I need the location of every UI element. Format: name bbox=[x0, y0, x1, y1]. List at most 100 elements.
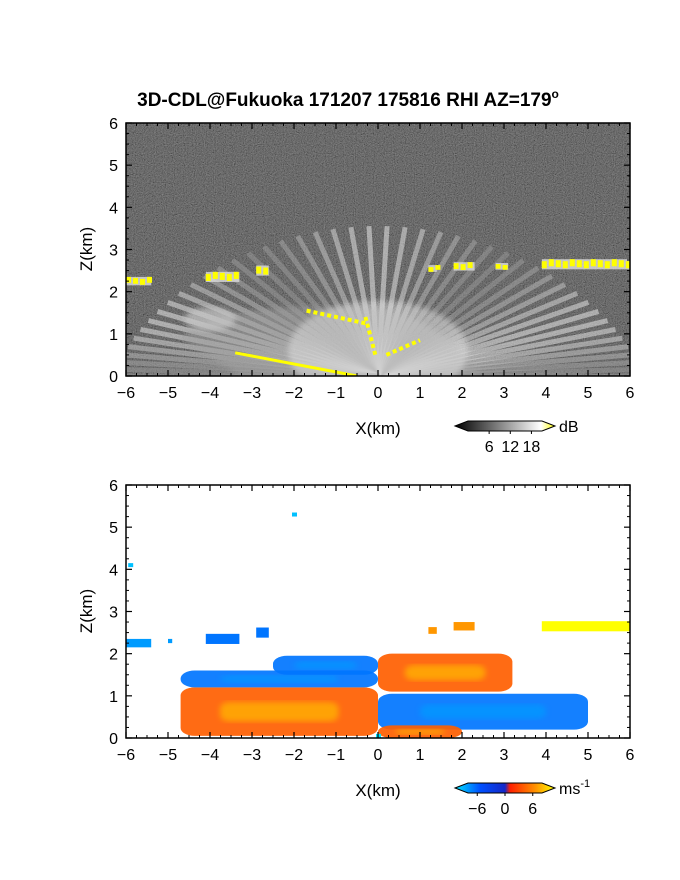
y-tick-label: 1 bbox=[109, 689, 118, 706]
velocity-unit-base: ms bbox=[559, 781, 580, 798]
intensity-colorbar-unit: dB bbox=[559, 419, 579, 436]
x-tick-label: 2 bbox=[458, 747, 467, 764]
cloud-saturated-cell bbox=[569, 259, 575, 267]
velocity-unit-exponent: -1 bbox=[580, 778, 590, 790]
cloud-saturated-cell bbox=[548, 259, 554, 267]
y-tick-label: 5 bbox=[109, 158, 118, 175]
y-tick-label: 5 bbox=[109, 520, 118, 537]
x-tick-label: 2 bbox=[458, 385, 467, 402]
x-tick-label: −5 bbox=[159, 385, 177, 402]
cloud-saturated-cell bbox=[604, 261, 610, 269]
velocity-core bbox=[220, 701, 339, 722]
x-tick-label: −6 bbox=[117, 747, 135, 764]
cloud-saturated-cell bbox=[435, 265, 441, 270]
intensity-colorbar: 6 12 18 dB bbox=[453, 419, 579, 456]
cloud-return bbox=[256, 265, 269, 276]
y-tick-label: 2 bbox=[109, 285, 118, 302]
velocity-core bbox=[420, 704, 546, 719]
velocity-cloud-cell bbox=[126, 638, 152, 648]
y-tick-label: 6 bbox=[109, 478, 118, 495]
velocity-core bbox=[294, 661, 357, 670]
cloud-saturated-cell bbox=[562, 261, 568, 269]
figure-title: 3D-CDL@Fukuoka 171207 175816 RHI AZ=179o bbox=[137, 87, 559, 111]
velocity-plot-area bbox=[126, 485, 630, 738]
x-tick-label: −1 bbox=[327, 747, 345, 764]
velocity-features bbox=[126, 512, 630, 738]
velocity-colorbar: −6 0 6 ms-1 bbox=[453, 778, 590, 818]
cloud-saturated-cell bbox=[467, 262, 473, 269]
y-tick-label: 0 bbox=[109, 731, 118, 748]
x-tick-label: 6 bbox=[626, 747, 635, 764]
cloud-saturated-cell bbox=[147, 276, 152, 283]
cloud-saturated-cell bbox=[611, 259, 617, 267]
saturated-return bbox=[306, 308, 366, 326]
near-field-return bbox=[288, 300, 468, 376]
y-tick-label: 3 bbox=[109, 243, 118, 260]
aerosol-patch bbox=[184, 307, 236, 332]
velocity-core bbox=[394, 729, 446, 735]
cloud-saturated-cell bbox=[583, 261, 589, 269]
cloud-saturated-cell bbox=[126, 276, 131, 283]
velocity-x-axis-label: X(km) bbox=[355, 781, 400, 800]
x-tick-label: −6 bbox=[117, 385, 135, 402]
cloud-saturated-cell bbox=[140, 278, 145, 285]
cloud-saturated-cell bbox=[133, 277, 138, 284]
velocity-axes: −6 −5 −4 −3 −2 −1 0 1 2 3 4 5 6 0 1 2 3 4 5 6 bbox=[109, 478, 634, 764]
x-tick-label: 4 bbox=[542, 747, 551, 764]
velocity-cloud-cell bbox=[541, 621, 630, 632]
cloud-saturated-cell bbox=[502, 264, 508, 270]
colorbar-tick-label: 6 bbox=[485, 439, 494, 456]
cloud-saturated-cell bbox=[428, 267, 434, 272]
cloud-saturated-cell bbox=[219, 272, 225, 280]
velocity-colorbar-bar bbox=[453, 782, 557, 794]
cloud-saturated-cell bbox=[453, 263, 459, 270]
saturated-return bbox=[385, 338, 421, 357]
cloud-return bbox=[126, 276, 152, 286]
y-tick-label: 6 bbox=[109, 116, 118, 133]
x-tick-label: 1 bbox=[416, 747, 425, 764]
degree-superscript: o bbox=[552, 87, 559, 101]
x-tick-label: 0 bbox=[374, 747, 383, 764]
intensity-colorbar-bar bbox=[453, 420, 557, 432]
cloud-saturated-cell bbox=[233, 271, 239, 279]
cloud-saturated-cell bbox=[205, 273, 211, 281]
x-tick-label: −4 bbox=[201, 747, 219, 764]
y-tick-label: 2 bbox=[109, 647, 118, 664]
velocity-isolated-point bbox=[292, 512, 297, 517]
x-tick-label: 6 bbox=[626, 385, 635, 402]
colorbar-tick-label: −6 bbox=[468, 801, 486, 818]
intensity-axes: −6 −5 −4 −3 −2 −1 0 1 2 3 4 5 6 0 1 2 3 4 5 6 bbox=[109, 116, 634, 402]
intensity-x-axis-label: X(km) bbox=[355, 419, 400, 438]
cloud-saturated-cell bbox=[256, 266, 262, 274]
cloud-saturated-cell bbox=[226, 273, 232, 281]
x-tick-label: −5 bbox=[159, 747, 177, 764]
cloud-saturated-cell bbox=[576, 260, 582, 268]
ground-return bbox=[234, 351, 358, 376]
intensity-features bbox=[126, 225, 630, 376]
cloud-saturated-cell bbox=[590, 259, 596, 267]
colorbar-tick-label: 0 bbox=[501, 801, 510, 818]
x-tick-label: −3 bbox=[243, 747, 261, 764]
cloud-saturated-cell bbox=[495, 263, 501, 269]
velocity-core bbox=[220, 675, 339, 683]
velocity-cloud-cell bbox=[256, 627, 269, 638]
x-tick-label: 3 bbox=[500, 747, 509, 764]
velocity-cloud-cell bbox=[205, 633, 240, 644]
cloud-saturated-cell bbox=[597, 260, 603, 268]
cloud-saturated-cell bbox=[263, 267, 269, 275]
velocity-colorbar-ticks: −6 0 6 bbox=[468, 793, 537, 818]
velocity-colorbar-unit: ms-1 bbox=[559, 778, 590, 798]
y-tick-label: 1 bbox=[109, 327, 118, 344]
velocity-isolated-point bbox=[128, 563, 134, 568]
x-tick-label: −3 bbox=[243, 385, 261, 402]
x-tick-label: −2 bbox=[285, 747, 303, 764]
colorbar-tick-label: 12 bbox=[501, 439, 519, 456]
velocity-panel: −6 −5 −4 −3 −2 −1 0 1 2 3 4 5 6 0 1 2 3 4 5 6 X(km) Z(km) −… bbox=[77, 478, 635, 818]
cloud-return bbox=[495, 262, 509, 270]
x-tick-label: 4 bbox=[542, 385, 551, 402]
cloud-saturated-cell bbox=[618, 260, 624, 268]
x-tick-label: 1 bbox=[416, 385, 425, 402]
colorbar-tick-label: 6 bbox=[528, 801, 537, 818]
velocity-core bbox=[404, 665, 486, 681]
